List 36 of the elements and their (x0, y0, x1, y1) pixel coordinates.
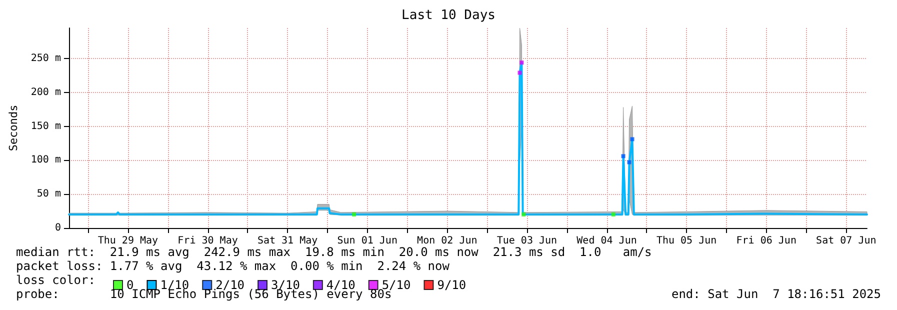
text: packet loss: 1.77 % avg 43.12 % max 0.00 % min 2.24 % now (16, 259, 450, 273)
text: median rtt: 21.9 ms avg 242.9 ms max 19.8 ms min 20.0 ms now 21.3 ms sd 1.0 am/s (16, 245, 652, 259)
y-tick-label: 250 m (30, 53, 61, 64)
legend-label: 4/10 (326, 278, 356, 292)
legend-label: 3/10 (271, 278, 300, 292)
x-tick-label: Mon 02 Jun (417, 236, 478, 246)
point (611, 212, 616, 216)
x-tick-label: Tue 03 Jun (496, 236, 558, 246)
y-tick-label: 50 m (36, 188, 61, 200)
x-tick-label: Fri 30 May (178, 236, 238, 246)
y-tick-label: 150 m (30, 120, 61, 132)
legend-label: 9/10 (437, 278, 466, 292)
point (520, 60, 524, 65)
point (630, 137, 634, 142)
x-tick-label: Sat 31 May (257, 236, 318, 246)
y-tick-label: 0 (54, 222, 61, 234)
text: loss color: (16, 273, 96, 287)
x-tick-label: Thu 29 May (98, 236, 158, 246)
y-axis-title: Seconds (7, 104, 20, 152)
x-tick-label: Thu 05 Jun (656, 236, 717, 246)
legend-label: 2/10 (216, 278, 245, 292)
point (621, 154, 626, 158)
legend-label: 0 (126, 278, 134, 292)
point (627, 160, 632, 164)
text: end: Sat Jun 7 18:16:51 2025 (671, 287, 881, 301)
point (522, 212, 526, 216)
chart-title: Last 10 Days (402, 8, 496, 23)
point (352, 212, 356, 216)
x-tick-label: Wed 04 Jun (576, 236, 637, 246)
y-tick-label: 200 m (30, 86, 61, 98)
x-tick-label: Sat 07 Jun (816, 236, 876, 246)
y-tick-label: 100 m (30, 154, 61, 166)
x-tick-label: Fri 06 Jun (736, 236, 796, 246)
x-tick-label: Sun 01 Jun (337, 236, 398, 246)
line-series (68, 62, 868, 216)
point (518, 70, 522, 75)
